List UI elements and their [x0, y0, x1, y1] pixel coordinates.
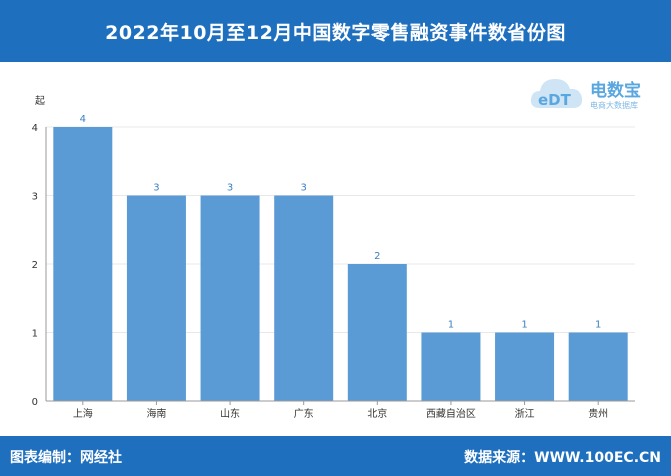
data-label-4: 2	[374, 251, 380, 262]
bar-4	[347, 264, 407, 401]
bar-6	[495, 332, 555, 401]
data-label-0: 4	[80, 114, 86, 125]
bars	[53, 127, 628, 401]
y-tick-label-0: 0	[32, 397, 38, 408]
x-tick-label-5: 西藏自治区	[426, 407, 476, 420]
bar-2	[200, 195, 260, 401]
y-tick-label-2: 2	[32, 260, 38, 271]
cloud-icon: eDT	[530, 79, 583, 109]
data-label-7: 1	[595, 320, 601, 331]
data-labels: 4 3 3 3 2 1 1 1	[80, 114, 602, 331]
logo-mark: eDT	[538, 91, 572, 109]
footer-compiler: 图表编制：网经社	[10, 450, 122, 466]
chart-title: 2022年10月至12月中国数字零售融资事件数省份图	[105, 21, 566, 44]
bar-chart: 4 3 3 3 2 1 1 1 0 1 2 3 4 上海 海南 山东 广东 北京 西藏自治区 浙江 贵州 起	[32, 95, 635, 420]
bar-5	[421, 332, 481, 401]
x-tick-label-2: 山东	[220, 407, 240, 420]
title-bar: 2022年10月至12月中国数字零售融资事件数省份图	[0, 0, 671, 62]
x-tick-label-1: 海南	[146, 407, 166, 420]
y-axis-label: 起	[35, 95, 45, 107]
axes: 0 1 2 3 4 上海 海南 山东 广东 北京 西藏自治区 浙江 贵州	[32, 123, 635, 420]
y-tick-label-3: 3	[32, 192, 38, 203]
y-tick-label-4: 4	[32, 123, 38, 134]
bar-3	[274, 195, 334, 401]
bar-7	[568, 332, 628, 401]
x-tick-label-0: 上海	[73, 407, 93, 420]
brand-logo: eDT 电数宝 电商大数据库	[528, 70, 658, 116]
x-tick-label-3: 广东	[294, 407, 314, 420]
x-tick-label-7: 贵州	[588, 407, 608, 420]
x-tick-label-6: 浙江	[515, 408, 535, 420]
data-label-6: 1	[521, 320, 527, 331]
data-label-1: 3	[153, 183, 159, 194]
x-tick-label-4: 北京	[367, 407, 387, 420]
data-label-2: 3	[227, 183, 233, 194]
data-label-5: 1	[448, 320, 454, 331]
y-tick-label-1: 1	[32, 329, 38, 340]
data-label-3: 3	[301, 183, 307, 194]
footer-bar: 图表编制：网经社 数据来源：WWW.100EC.CN	[0, 436, 671, 476]
logo-text: 电数宝	[590, 81, 641, 101]
bar-0	[53, 127, 113, 401]
logo-subtitle: 电商大数据库	[590, 101, 638, 110]
footer-source: 数据来源：WWW.100EC.CN	[464, 450, 661, 466]
bar-1	[126, 195, 186, 401]
